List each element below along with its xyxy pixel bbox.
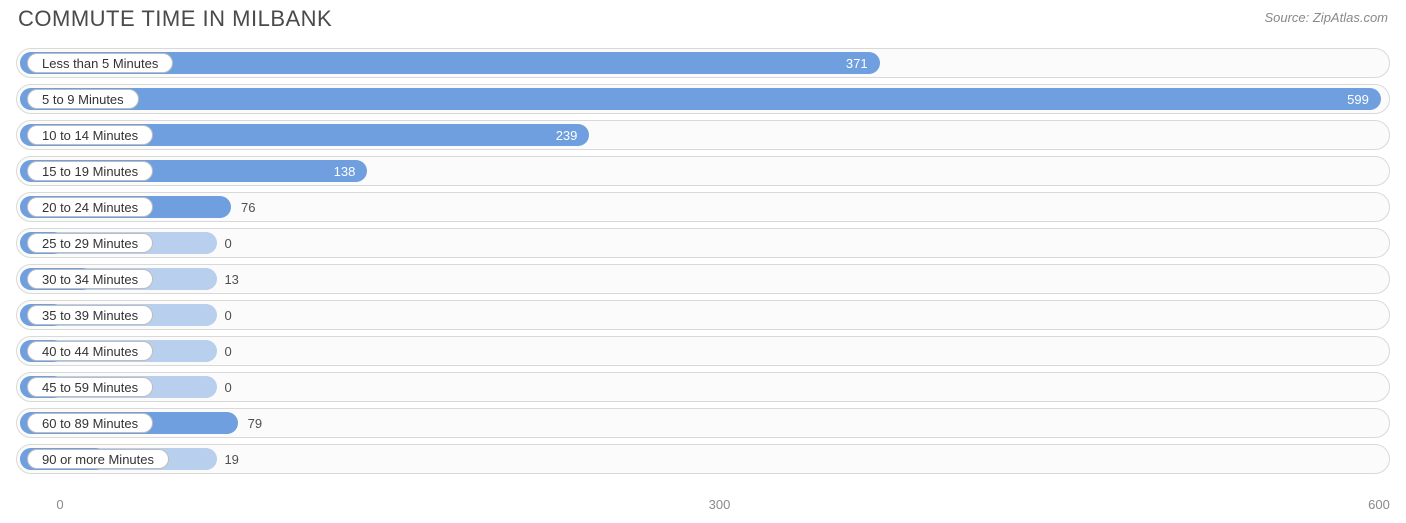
bar-value-label: 239 xyxy=(556,121,578,149)
bar-row: Less than 5 Minutes 371 xyxy=(16,48,1390,78)
bar-value-label: 599 xyxy=(1347,85,1369,113)
chart-source: Source: ZipAtlas.com xyxy=(1264,6,1388,25)
bar-value-label: 138 xyxy=(334,157,356,185)
bar-label-pill: 20 to 24 Minutes xyxy=(27,197,153,217)
bar-row: 35 to 39 Minutes 0 xyxy=(16,300,1390,330)
bar-label-pill: 60 to 89 Minutes xyxy=(27,413,153,433)
bar-row: 20 to 24 Minutes 76 xyxy=(16,192,1390,222)
bar-value-label: 0 xyxy=(224,301,231,329)
bar-fill xyxy=(20,88,1381,110)
bar-value-label: 371 xyxy=(846,49,868,77)
bar-row: 5 to 9 Minutes 599 xyxy=(16,84,1390,114)
bar-label-pill: 15 to 19 Minutes xyxy=(27,161,153,181)
axis-tick: 600 xyxy=(1368,497,1390,512)
bar-value-label: 19 xyxy=(224,445,238,473)
bar-row: 60 to 89 Minutes 79 xyxy=(16,408,1390,438)
bar-row: 15 to 19 Minutes 138 xyxy=(16,156,1390,186)
bar-value-label: 0 xyxy=(224,229,231,257)
bar-label-pill: 35 to 39 Minutes xyxy=(27,305,153,325)
chart-area: Less than 5 Minutes 371 5 to 9 Minutes 599 1… xyxy=(16,48,1390,491)
bar-label-pill: Less than 5 Minutes xyxy=(27,53,173,73)
bar-row: 10 to 14 Minutes 239 xyxy=(16,120,1390,150)
bar-label-pill: 5 to 9 Minutes xyxy=(27,89,139,109)
bar-row: 45 to 59 Minutes 0 xyxy=(16,372,1390,402)
axis-tick: 300 xyxy=(709,497,731,512)
bar-row: 30 to 34 Minutes 13 xyxy=(16,264,1390,294)
bar-label-pill: 10 to 14 Minutes xyxy=(27,125,153,145)
bar-value-label: 0 xyxy=(224,337,231,365)
bar-value-label: 79 xyxy=(248,409,262,437)
bar-value-label: 76 xyxy=(241,193,255,221)
bar-row: 90 or more Minutes 19 xyxy=(16,444,1390,474)
bar-label-pill: 90 or more Minutes xyxy=(27,449,169,469)
bar-value-label: 0 xyxy=(224,373,231,401)
bar-value-label: 13 xyxy=(224,265,238,293)
chart-header: COMMUTE TIME IN MILBANK Source: ZipAtlas… xyxy=(0,0,1406,32)
bar-label-pill: 30 to 34 Minutes xyxy=(27,269,153,289)
bar-row: 40 to 44 Minutes 0 xyxy=(16,336,1390,366)
axis-tick: 0 xyxy=(56,497,63,512)
chart-title: COMMUTE TIME IN MILBANK xyxy=(18,6,332,32)
bar-label-pill: 45 to 59 Minutes xyxy=(27,377,153,397)
bar-label-pill: 40 to 44 Minutes xyxy=(27,341,153,361)
bar-label-pill: 25 to 29 Minutes xyxy=(27,233,153,253)
x-axis: 0 300 600 xyxy=(16,497,1390,515)
bar-row: 25 to 29 Minutes 0 xyxy=(16,228,1390,258)
